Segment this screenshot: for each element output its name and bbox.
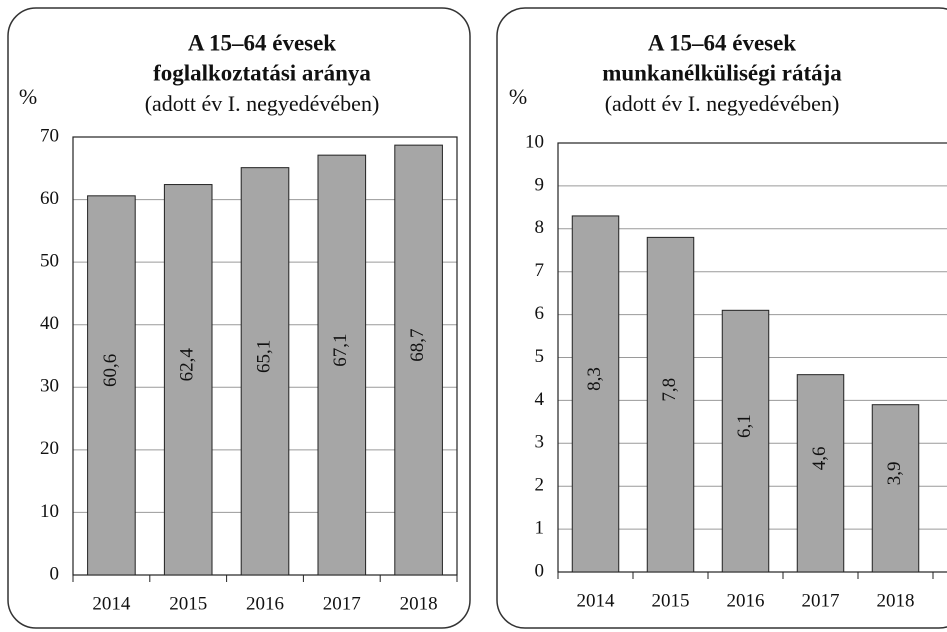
y-tick-label: 40 [40, 313, 59, 334]
x-tick-label: 2016 [246, 593, 284, 614]
y-tick-label: 9 [535, 174, 545, 195]
data-label: 3,9 [884, 461, 905, 485]
data-label: 6,1 [734, 414, 755, 438]
y-tick-label: 20 [40, 438, 59, 459]
bar [87, 195, 136, 576]
y-tick-label: 4 [535, 389, 545, 410]
chart-subtitle: (adott év I. negyedévében) [605, 91, 840, 116]
y-tick-label: 5 [535, 346, 545, 367]
data-label: 8,3 [584, 367, 605, 391]
y-tick-label: 0 [535, 560, 545, 581]
chart-subtitle: (adott év I. negyedévében) [145, 91, 380, 116]
bar [163, 184, 213, 576]
y-axis-label: % [509, 84, 527, 109]
data-label: 68,7 [407, 328, 428, 361]
x-tick-label: 2015 [652, 590, 690, 611]
x-tick-label: 2017 [802, 590, 840, 611]
data-label: 7,8 [659, 378, 680, 402]
x-tick-label: 2018 [877, 590, 915, 611]
x-tick-label: 2014 [92, 593, 131, 614]
y-tick-label: 30 [40, 376, 59, 397]
chart-title: A 15–64 évesek [648, 30, 796, 55]
y-axis-label: % [19, 84, 37, 109]
x-tick-label: 2016 [727, 590, 765, 611]
y-tick-label: 70 [40, 125, 59, 146]
bar [317, 154, 367, 576]
x-tick-label: 2014 [577, 590, 616, 611]
data-label: 67,1 [330, 333, 351, 366]
x-tick-label: 2017 [323, 593, 361, 614]
bar [240, 167, 290, 576]
y-tick-label: 2 [535, 475, 545, 496]
y-tick-label: 0 [50, 563, 60, 584]
y-tick-label: 10 [525, 131, 544, 152]
y-tick-label: 60 [40, 188, 59, 209]
y-tick-label: 1 [535, 517, 545, 538]
y-tick-label: 3 [535, 432, 545, 453]
data-label: 62,4 [177, 348, 198, 382]
bar [871, 404, 920, 573]
data-label: 4,6 [809, 446, 830, 470]
chart-title: A 15–64 évesek [188, 30, 336, 55]
x-tick-label: 2015 [169, 593, 207, 614]
y-tick-label: 6 [535, 303, 545, 324]
data-label: 65,1 [253, 340, 274, 373]
chart-title: munkanélküliségi rátája [602, 60, 842, 85]
bar [646, 236, 695, 573]
data-label: 60,6 [100, 354, 121, 387]
bar [571, 215, 620, 573]
x-tick-label: 2018 [400, 593, 438, 614]
chart-title: foglalkoztatási aránya [153, 60, 371, 85]
y-tick-label: 10 [40, 501, 59, 522]
bar [394, 144, 443, 576]
y-tick-label: 8 [535, 217, 545, 238]
bar [721, 309, 770, 573]
y-tick-label: 50 [40, 251, 59, 272]
y-tick-label: 7 [535, 260, 545, 281]
bar [796, 374, 845, 573]
